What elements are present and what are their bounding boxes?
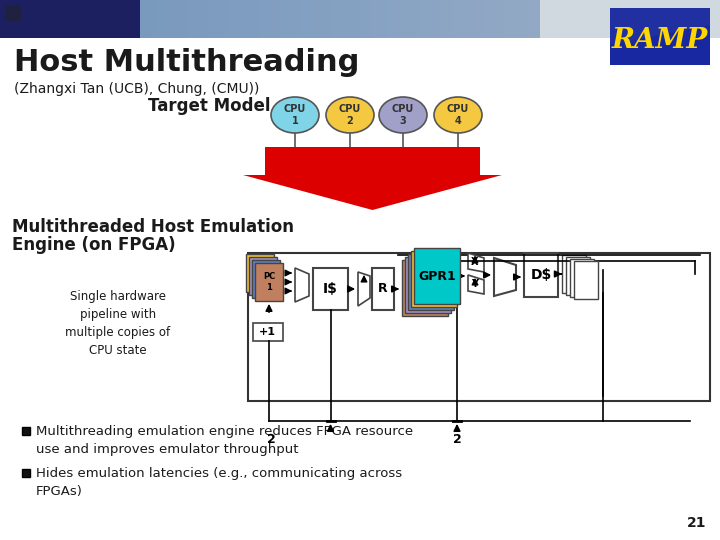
FancyBboxPatch shape: [252, 260, 280, 298]
Polygon shape: [468, 253, 484, 272]
Text: 2: 2: [266, 433, 275, 446]
Text: I$: I$: [323, 282, 338, 296]
FancyBboxPatch shape: [5, 5, 21, 21]
Ellipse shape: [379, 97, 427, 133]
FancyBboxPatch shape: [248, 253, 710, 401]
Text: CPU
3: CPU 3: [392, 104, 414, 126]
FancyBboxPatch shape: [253, 323, 283, 341]
Text: Multithreading emulation engine reduces FPGA resource
use and improves emulator : Multithreading emulation engine reduces …: [36, 425, 413, 456]
FancyBboxPatch shape: [524, 253, 558, 297]
Text: Hides emulation latencies (e.g., communicating across
FPGAs): Hides emulation latencies (e.g., communi…: [36, 467, 402, 497]
FancyBboxPatch shape: [22, 427, 30, 435]
FancyBboxPatch shape: [249, 257, 277, 295]
FancyBboxPatch shape: [246, 254, 274, 292]
Text: Single hardware
pipeline with
multiple copies of
CPU state: Single hardware pipeline with multiple c…: [66, 290, 171, 357]
FancyBboxPatch shape: [566, 257, 590, 295]
Polygon shape: [243, 175, 502, 210]
Text: RAMP: RAMP: [612, 26, 708, 53]
FancyBboxPatch shape: [405, 257, 451, 313]
Text: Engine (on FPGA): Engine (on FPGA): [12, 236, 176, 254]
FancyBboxPatch shape: [140, 0, 540, 38]
Polygon shape: [295, 268, 309, 302]
FancyBboxPatch shape: [372, 268, 394, 310]
FancyBboxPatch shape: [411, 251, 457, 307]
Text: CPU
4: CPU 4: [447, 104, 469, 126]
Ellipse shape: [271, 97, 319, 133]
Text: Host Multithreading: Host Multithreading: [14, 48, 359, 77]
FancyBboxPatch shape: [265, 147, 480, 175]
Polygon shape: [610, 25, 710, 65]
Ellipse shape: [434, 97, 482, 133]
Text: +1: +1: [258, 327, 276, 337]
Text: D$: D$: [531, 268, 552, 282]
FancyBboxPatch shape: [540, 0, 720, 38]
Text: X: X: [472, 257, 479, 267]
Text: Y: Y: [472, 279, 479, 289]
Text: CPU
1: CPU 1: [284, 104, 306, 126]
Text: (Zhangxi Tan (UCB), Chung, (CMU)): (Zhangxi Tan (UCB), Chung, (CMU)): [14, 82, 259, 96]
FancyBboxPatch shape: [0, 0, 140, 38]
FancyBboxPatch shape: [562, 255, 586, 293]
Text: R: R: [378, 282, 388, 295]
FancyBboxPatch shape: [414, 248, 460, 304]
Text: 21: 21: [686, 516, 706, 530]
Polygon shape: [358, 272, 370, 306]
Text: Target Model: Target Model: [148, 97, 271, 115]
FancyBboxPatch shape: [402, 260, 448, 316]
Text: 2: 2: [453, 433, 462, 446]
Polygon shape: [468, 275, 484, 294]
Text: CPU
2: CPU 2: [339, 104, 361, 126]
FancyBboxPatch shape: [313, 268, 348, 310]
FancyBboxPatch shape: [570, 259, 594, 297]
Ellipse shape: [326, 97, 374, 133]
Polygon shape: [494, 258, 516, 296]
Polygon shape: [610, 8, 710, 65]
FancyBboxPatch shape: [22, 469, 30, 477]
Text: GPR1: GPR1: [418, 269, 456, 282]
FancyBboxPatch shape: [255, 263, 283, 301]
FancyBboxPatch shape: [574, 261, 598, 299]
FancyBboxPatch shape: [408, 254, 454, 310]
Text: Multithreaded Host Emulation: Multithreaded Host Emulation: [12, 218, 294, 236]
Text: PC
1: PC 1: [263, 272, 275, 292]
